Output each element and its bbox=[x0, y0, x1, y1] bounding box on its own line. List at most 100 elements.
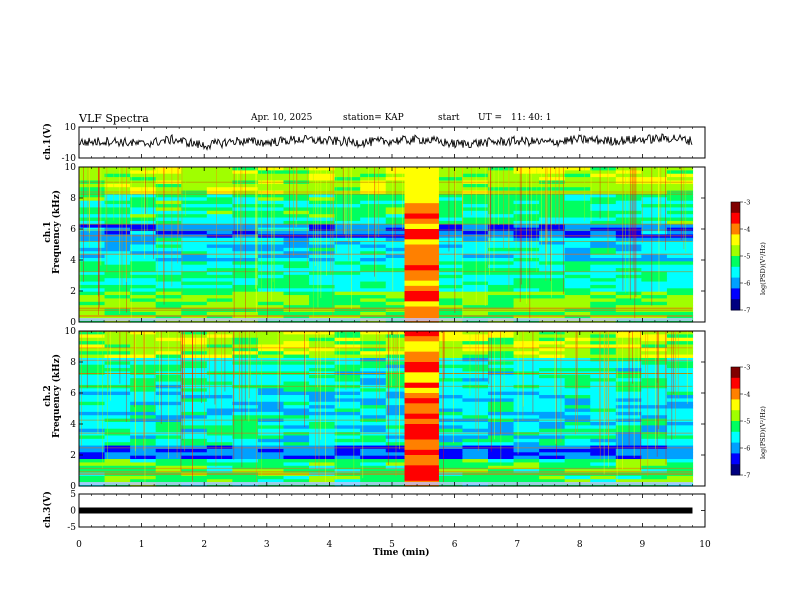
spectrogram-cell bbox=[539, 301, 566, 306]
spectrogram-cell bbox=[181, 344, 208, 349]
spectrogram-cell bbox=[257, 442, 285, 447]
spectrogram-cell bbox=[590, 241, 617, 246]
spectrogram-cell bbox=[283, 337, 310, 342]
spectrogram-cell bbox=[641, 315, 668, 320]
spectrogram-cell bbox=[309, 193, 336, 198]
spectrogram-cell bbox=[309, 455, 336, 460]
spectrogram-cell bbox=[130, 207, 157, 212]
spectrogram-cell bbox=[257, 237, 285, 242]
spectrogram-cell bbox=[181, 405, 208, 410]
spectrogram-cell bbox=[385, 368, 412, 373]
colorbar-cell bbox=[731, 458, 740, 462]
spectrogram-cell bbox=[436, 291, 464, 296]
feature-cell bbox=[404, 341, 439, 348]
feature-cell bbox=[404, 301, 439, 308]
spectrogram-cell bbox=[436, 200, 464, 205]
spectrogram-cell bbox=[487, 261, 515, 266]
spectrogram-cell bbox=[462, 187, 489, 192]
colorbar-cell bbox=[731, 410, 740, 413]
spectrogram-cell bbox=[79, 428, 106, 433]
colorbar-cell bbox=[731, 428, 740, 431]
spectrogram-cell bbox=[309, 220, 336, 225]
spectrogram-cell bbox=[79, 241, 106, 246]
colorbar-cell bbox=[731, 207, 740, 210]
spectrogram-cell bbox=[539, 210, 566, 215]
spectrogram-cell bbox=[104, 193, 131, 198]
spectrogram-cell bbox=[564, 173, 591, 178]
spectrogram-cell bbox=[462, 401, 489, 406]
spectrogram-cell bbox=[641, 408, 668, 413]
spectrogram-cell bbox=[666, 224, 694, 229]
spectrogram-cell bbox=[462, 173, 489, 178]
spectrogram-cell bbox=[360, 190, 387, 195]
spectrogram-cell bbox=[257, 268, 285, 273]
spectrogram-cell bbox=[206, 251, 233, 256]
spectrogram-cell bbox=[283, 465, 310, 470]
spectrogram-cell bbox=[309, 428, 336, 433]
spectrogram-cell bbox=[232, 442, 259, 447]
spectrogram-cell bbox=[462, 247, 489, 252]
spectrogram-cell bbox=[130, 425, 157, 430]
spectrogram-cell bbox=[564, 204, 591, 209]
spectrogram-cell bbox=[436, 378, 464, 383]
spectrogram-cell bbox=[385, 351, 412, 356]
spectrogram-cell bbox=[666, 315, 694, 320]
spectrogram-cell bbox=[539, 398, 566, 403]
spectrogram-cell bbox=[283, 224, 310, 229]
spectrogram-cell bbox=[385, 465, 412, 470]
spectrogram-cell bbox=[206, 315, 233, 320]
spectrogram-cell bbox=[539, 401, 566, 406]
feature-cell bbox=[404, 460, 439, 466]
spectrogram-cell bbox=[564, 190, 591, 195]
colorbar-cell bbox=[731, 216, 740, 219]
spectrogram-cell bbox=[130, 257, 157, 262]
spectrogram-cell bbox=[641, 167, 668, 171]
spectrogram-cell bbox=[436, 341, 464, 346]
spectrogram-cell bbox=[590, 391, 617, 396]
spectrogram-cell bbox=[257, 421, 285, 426]
spectrogram-cell bbox=[539, 284, 566, 289]
spectrogram-cell bbox=[283, 475, 310, 480]
spectrogram-cell bbox=[257, 428, 285, 433]
spectrogram-cell bbox=[462, 411, 489, 416]
spectrogram-cell bbox=[487, 247, 515, 252]
feature-cell bbox=[404, 177, 439, 184]
spectrogram-cell bbox=[309, 173, 336, 178]
spectrogram-cell bbox=[385, 284, 412, 289]
spectrogram-cell bbox=[206, 361, 233, 366]
spectrogram-cell bbox=[334, 244, 361, 249]
spectrogram-cell bbox=[641, 214, 668, 219]
spectrogram-cell bbox=[436, 254, 464, 259]
spectrogram-cell bbox=[385, 305, 412, 310]
spectrogram-cell bbox=[206, 452, 233, 457]
spectrogram-cell bbox=[309, 432, 336, 437]
spectrogram-cell bbox=[334, 288, 361, 293]
spectrogram-cell bbox=[360, 234, 387, 239]
spectrogram-cell bbox=[309, 479, 336, 484]
spectrogram-cell bbox=[181, 368, 208, 373]
spectrogram-cell bbox=[590, 442, 617, 447]
spectrogram-cell bbox=[181, 197, 208, 202]
spectrogram-cell bbox=[309, 337, 336, 342]
spectrogram-cell bbox=[513, 344, 540, 349]
colorbar-cell bbox=[731, 395, 740, 399]
spectrogram-cell bbox=[385, 207, 412, 212]
spectrogram-cell bbox=[615, 462, 642, 467]
spectrogram-cell bbox=[181, 281, 208, 286]
spectrogram-cell bbox=[615, 459, 642, 464]
spectrogram-cell bbox=[181, 210, 208, 215]
spectrogram-cell bbox=[257, 284, 285, 289]
spectrogram-cell bbox=[360, 288, 387, 293]
spectrogram-cell bbox=[79, 465, 106, 470]
spectrogram-cell bbox=[539, 257, 566, 262]
x-tick-label: 4 bbox=[327, 540, 333, 550]
spectrogram-cell bbox=[334, 170, 361, 175]
spectrogram-cell bbox=[130, 334, 157, 339]
spectrogram-cell bbox=[257, 271, 285, 276]
spectrogram-cell bbox=[104, 435, 131, 440]
spectrogram-cell bbox=[385, 234, 412, 239]
spectrogram-cell bbox=[436, 311, 464, 316]
spectrogram-cell bbox=[360, 398, 387, 403]
spectrogram-cell bbox=[487, 465, 515, 470]
spectrogram-cell bbox=[283, 295, 310, 300]
